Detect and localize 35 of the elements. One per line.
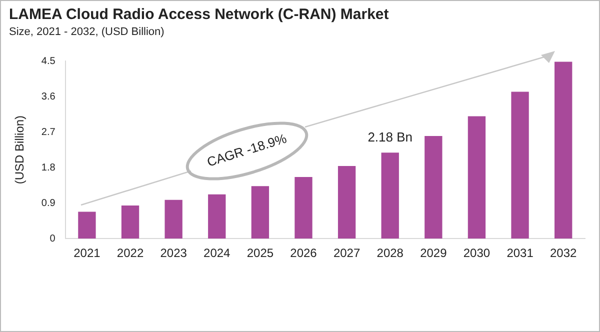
bar xyxy=(424,136,442,239)
bar xyxy=(468,116,486,239)
y-tick-label: 4.5 xyxy=(41,56,56,67)
bar xyxy=(294,177,312,239)
x-tick-label: 2022 xyxy=(116,246,144,260)
data-label: 2.18 Bn xyxy=(368,130,413,145)
y-tick-label: 0.9 xyxy=(41,198,56,209)
y-tick-label: 1.8 xyxy=(41,162,56,174)
x-tick-label: 2028 xyxy=(376,246,404,260)
x-tick-label: 2026 xyxy=(290,246,318,260)
y-tick-label: 3.6 xyxy=(41,91,56,102)
x-tick-label: 2029 xyxy=(420,246,448,260)
x-tick-label: 2021 xyxy=(74,246,101,260)
chart-subtitle: Size, 2021 - 2032, (USD Billion) xyxy=(9,26,164,38)
x-tick-label: 2027 xyxy=(333,246,360,260)
x-tick-label: 2025 xyxy=(246,246,274,260)
x-tick-label: 2031 xyxy=(506,246,534,260)
chart-title: LAMEA Cloud Radio Access Network (C-RAN) Market xyxy=(9,6,389,23)
bar xyxy=(338,166,356,239)
bar xyxy=(381,152,399,239)
bar xyxy=(78,212,96,239)
bar xyxy=(554,62,572,239)
bar xyxy=(511,92,529,239)
y-tick-label: 2.7 xyxy=(41,126,56,138)
bar xyxy=(251,186,270,239)
annotation: CAGR -18.9% xyxy=(205,130,289,170)
x-tick-label: 2024 xyxy=(204,246,231,260)
y-tick-label: 0 xyxy=(50,233,56,244)
bar xyxy=(208,194,226,239)
x-tick-label: 2023 xyxy=(160,246,188,260)
x-tick-label: 2030 xyxy=(463,246,490,260)
y-axis-title: (USD Billion) xyxy=(12,115,27,184)
bar xyxy=(164,200,182,239)
x-tick-label: 2032 xyxy=(550,246,578,260)
bar xyxy=(121,205,140,239)
